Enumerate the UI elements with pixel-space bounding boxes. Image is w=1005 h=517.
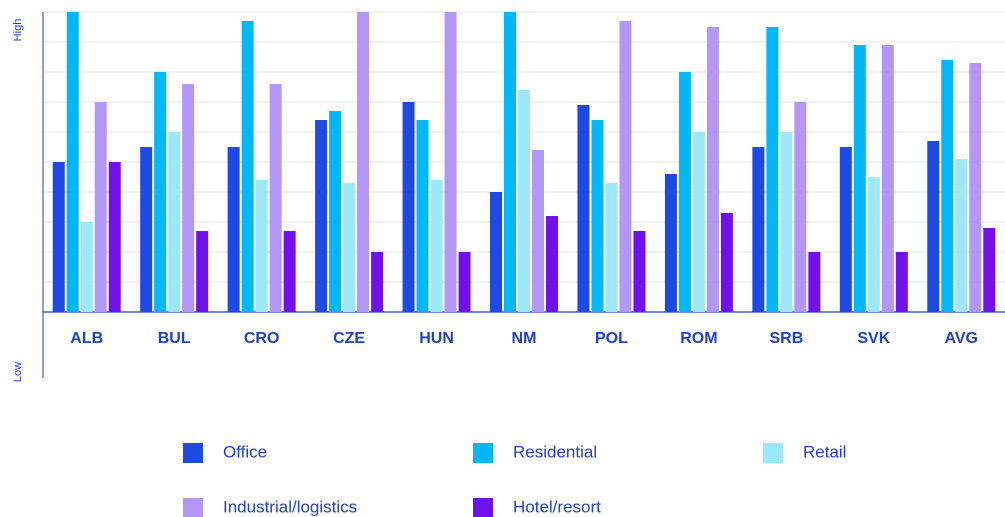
x-tick-label: HUN xyxy=(419,330,454,347)
bar xyxy=(371,252,384,312)
bar xyxy=(416,120,429,312)
bar xyxy=(80,222,93,312)
x-tick-label: SVK xyxy=(857,330,890,347)
legend-swatch xyxy=(763,443,783,463)
legend-label: Industrial/logistics xyxy=(223,497,357,516)
bar xyxy=(269,84,282,312)
bar xyxy=(108,162,121,312)
legend-swatch xyxy=(473,443,493,463)
bar xyxy=(619,21,632,312)
bar xyxy=(182,84,195,312)
bar xyxy=(678,72,691,312)
bar xyxy=(955,159,968,312)
x-tick-label: NM xyxy=(512,330,537,347)
bar xyxy=(720,213,733,312)
bar xyxy=(154,72,167,312)
bar xyxy=(605,183,618,312)
bar xyxy=(241,21,254,312)
x-tick-label: AVG xyxy=(945,330,978,347)
bar xyxy=(227,147,240,312)
y-low-label: Low xyxy=(12,362,24,382)
y-high-label: High xyxy=(12,19,24,42)
legend-label: Residential xyxy=(513,442,597,461)
bar xyxy=(283,231,296,312)
bar xyxy=(343,183,356,312)
legend-swatch xyxy=(183,443,203,463)
legend-swatch xyxy=(183,498,203,517)
legend-swatch xyxy=(473,498,493,517)
bar xyxy=(839,147,852,312)
legend-label: Hotel/resort xyxy=(513,497,601,516)
bar xyxy=(140,147,153,312)
bar xyxy=(895,252,908,312)
bar xyxy=(430,180,443,312)
bar xyxy=(504,12,516,312)
x-tick-label: POL xyxy=(595,330,628,347)
bar xyxy=(927,141,940,312)
legend-label: Office xyxy=(223,442,267,461)
bar xyxy=(633,231,646,312)
bar xyxy=(577,105,590,312)
bar xyxy=(168,132,181,312)
bar xyxy=(591,120,604,312)
bar xyxy=(867,177,880,312)
bar xyxy=(766,27,779,312)
bar xyxy=(808,252,821,312)
legend-label: Retail xyxy=(803,442,846,461)
bar xyxy=(546,216,558,312)
x-tick-label: ALB xyxy=(70,330,103,347)
x-tick-label: ROM xyxy=(680,330,717,347)
bar xyxy=(66,12,79,312)
bar xyxy=(458,252,471,312)
x-tick-label: BUL xyxy=(158,330,191,347)
bar xyxy=(52,162,65,312)
bar xyxy=(881,45,894,312)
bar xyxy=(752,147,765,312)
x-tick-label: SRB xyxy=(769,330,803,347)
bar xyxy=(402,102,415,312)
bar xyxy=(94,102,107,312)
bar xyxy=(941,60,954,312)
bar xyxy=(664,174,677,312)
bar xyxy=(329,111,342,312)
bar xyxy=(794,102,807,312)
bar xyxy=(532,150,544,312)
bar xyxy=(490,192,502,312)
bar xyxy=(706,27,719,312)
bar xyxy=(255,180,268,312)
bar xyxy=(983,228,996,312)
bar xyxy=(969,63,982,312)
bar xyxy=(196,231,209,312)
x-tick-label: CRO xyxy=(244,330,280,347)
bar xyxy=(780,132,793,312)
bar xyxy=(518,90,530,312)
bar xyxy=(315,120,328,312)
bar xyxy=(357,12,370,312)
bar xyxy=(853,45,866,312)
bar xyxy=(444,12,457,312)
bar xyxy=(692,132,705,312)
x-tick-label: CZE xyxy=(333,330,365,347)
